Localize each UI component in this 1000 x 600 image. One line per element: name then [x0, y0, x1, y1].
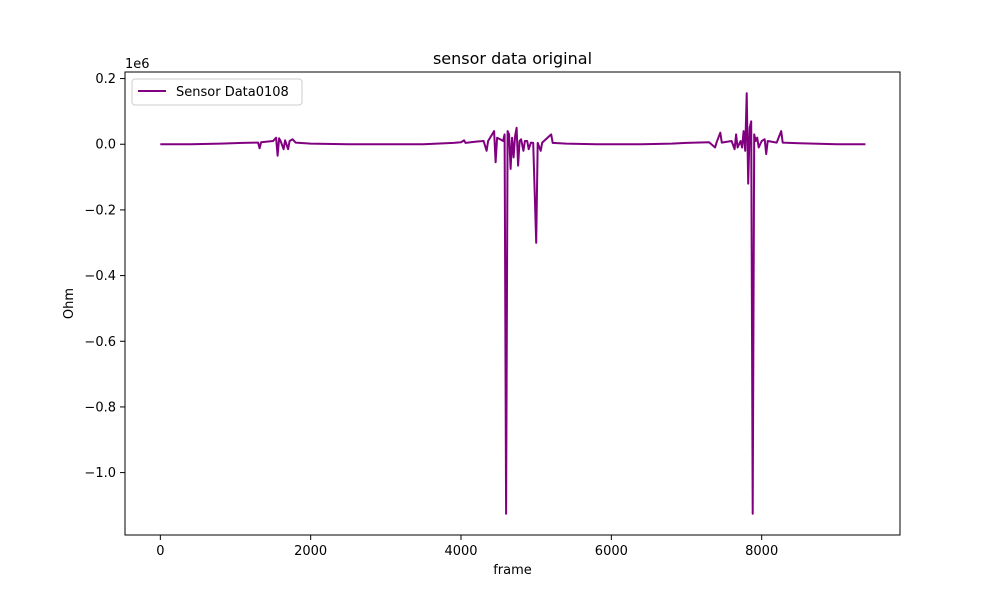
- y-axis-label: Ohm: [62, 288, 77, 319]
- y-tick-label: 0.2: [95, 72, 116, 87]
- plot-frame: [124, 71, 901, 536]
- legend-box: [131, 78, 303, 106]
- x-tick-label: 0: [156, 544, 164, 559]
- legend: Sensor Data0108: [131, 78, 303, 106]
- x-tick-label: 4000: [444, 544, 477, 559]
- legend-label: Sensor Data0108: [176, 85, 289, 100]
- x-axis-label: frame: [493, 563, 532, 578]
- y-tick-label: −0.4: [84, 269, 116, 284]
- plot-area: [124, 71, 901, 536]
- y-tick-label: −0.8: [84, 400, 116, 415]
- y-tick-label: −1.0: [84, 466, 116, 481]
- x-tick-label: 2000: [294, 544, 327, 559]
- y-tick-label: −0.2: [84, 203, 116, 218]
- x-tick-label: 8000: [745, 544, 778, 559]
- x-axis: 0 2000 4000 6000 8000: [156, 535, 778, 559]
- y-axis: 0.2 0.0 −0.2 −0.4 −0.6 −0.8 −1.0: [84, 72, 125, 481]
- chart-title: sensor data original: [433, 49, 592, 68]
- y-offset-text: 1e6: [125, 57, 150, 72]
- x-tick-label: 6000: [595, 544, 628, 559]
- y-tick-label: −0.6: [84, 335, 116, 350]
- y-tick-label: 0.0: [95, 138, 116, 153]
- series-line-sensor-data0108: [160, 92, 866, 515]
